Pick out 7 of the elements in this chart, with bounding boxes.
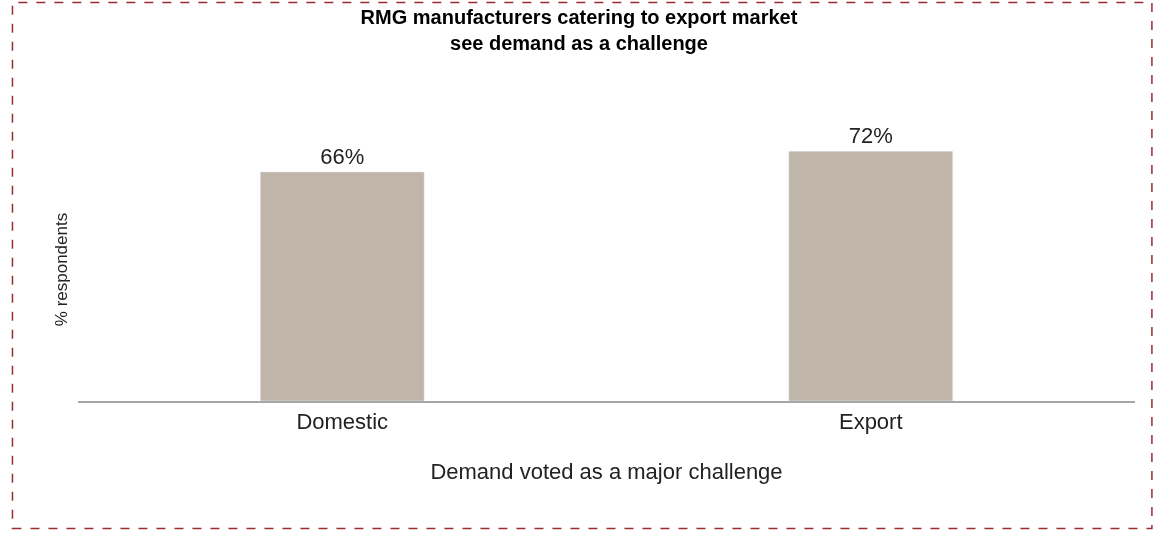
x-tick-label: Domestic <box>296 409 389 435</box>
chart-title: RMG manufacturers catering to export market see demand as a challenge <box>360 6 798 55</box>
y-axis-title: % respondents <box>51 212 71 327</box>
data-label: 72% <box>848 123 893 149</box>
x-axis-title: Demand voted as a major challenge <box>430 458 783 484</box>
x-tick-label: Export <box>838 409 903 435</box>
data-label: 66% <box>320 143 365 169</box>
